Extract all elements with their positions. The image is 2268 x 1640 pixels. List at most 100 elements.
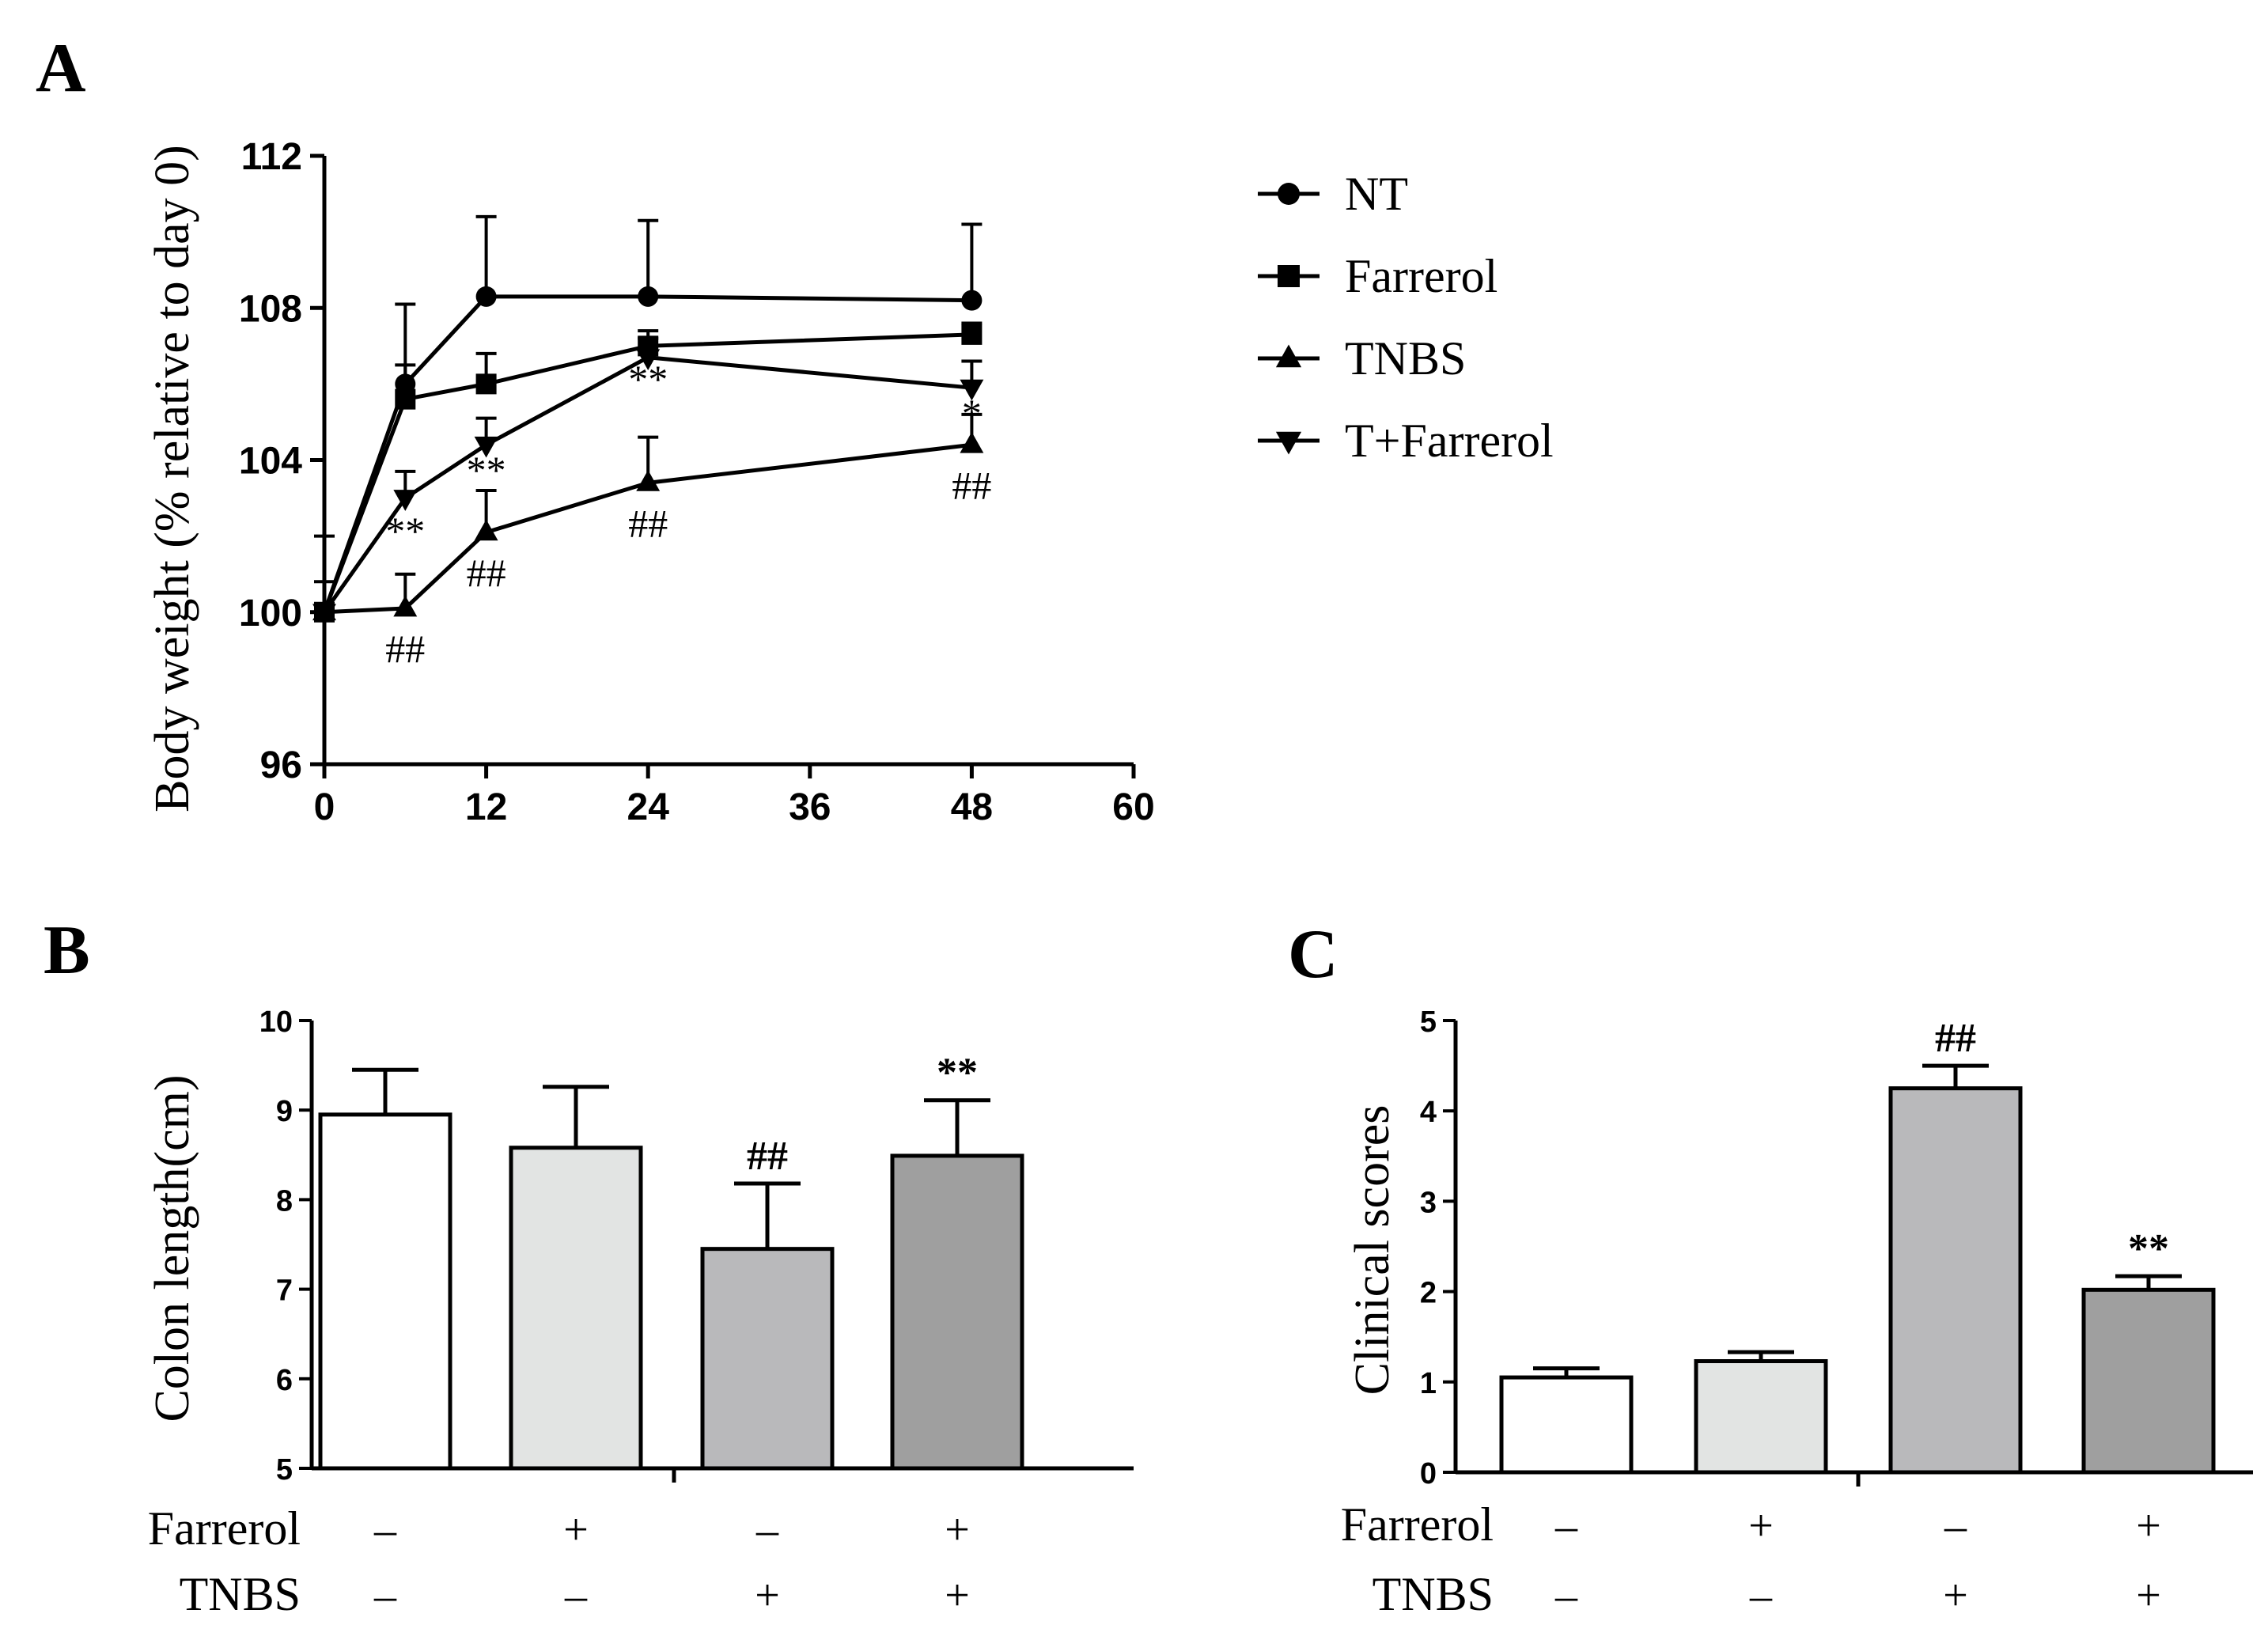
x-tick-label: 0 — [314, 786, 335, 828]
y-tick-label: 3 — [1420, 1186, 1437, 1219]
panel-a-annotations: *******######## — [385, 357, 991, 671]
significance-mark: ## — [385, 627, 425, 671]
panel-c-bars: ## ** — [1499, 1016, 2216, 1475]
bar-group — [1694, 1350, 1828, 1475]
x-tick-label: 12 — [465, 786, 507, 828]
data-point-marker — [961, 290, 983, 311]
significance-mark: ## — [628, 501, 668, 545]
x-tick-label: 24 — [627, 786, 670, 828]
condition-sign: + — [945, 1571, 970, 1620]
panel-a: A Body weight (% relative to day 0) 96 10… — [36, 30, 1554, 828]
data-point-marker — [474, 436, 498, 458]
panel-b-y-axis-label: Colon length(cm) — [146, 1074, 199, 1422]
significance-mark: ## — [747, 1134, 788, 1179]
panel-c-condition-table: Farrerol – + – + TNBS – – + + — [1341, 1498, 2161, 1620]
legend-label: TNBS — [1345, 332, 1466, 384]
panel-b: B Colon length(cm) 5 6 7 8 9 10 ## ** Farrerol… — [44, 912, 1134, 1620]
panel-a-letter: A — [36, 30, 86, 107]
panel-b-bars: ## ** — [318, 1051, 1024, 1471]
bar — [318, 1112, 452, 1471]
bar — [2081, 1287, 2216, 1475]
data-point-marker — [475, 373, 497, 395]
panel-a-axes: 96 100 104 108 112 0 12 24 36 48 60 — [239, 136, 1155, 828]
condition-row-label: TNBS — [180, 1568, 301, 1620]
bar — [1499, 1375, 1634, 1475]
y-tick-label: 112 — [241, 136, 302, 178]
data-point-marker — [961, 324, 983, 345]
data-point-marker — [638, 286, 659, 307]
x-tick-label: 60 — [1112, 786, 1154, 828]
x-tick-label: 36 — [789, 786, 831, 828]
legend-label: Farrerol — [1345, 250, 1497, 302]
y-tick-label: 9 — [276, 1095, 293, 1128]
condition-sign: + — [563, 1506, 589, 1555]
condition-sign: + — [2136, 1502, 2161, 1551]
panel-c-letter: C — [1288, 916, 1338, 993]
condition-row-label: Farrerol — [148, 1502, 301, 1555]
data-point-marker — [395, 388, 416, 410]
data-point-marker — [474, 519, 498, 541]
condition-sign: – — [564, 1571, 588, 1620]
bar — [509, 1146, 643, 1471]
condition-sign: + — [1748, 1502, 1774, 1551]
y-tick-label: 4 — [1420, 1096, 1437, 1129]
condition-row-label: Farrerol — [1341, 1498, 1494, 1551]
bar-group: ** — [890, 1051, 1024, 1471]
condition-sign: + — [1943, 1571, 1968, 1620]
data-point-marker — [636, 470, 661, 491]
condition-sign: – — [755, 1506, 779, 1555]
data-point-marker — [960, 432, 984, 453]
y-tick-label: 2 — [1420, 1277, 1437, 1310]
y-tick-label: 1 — [1420, 1367, 1437, 1400]
condition-sign: – — [373, 1571, 397, 1620]
bar-group — [1499, 1366, 1634, 1475]
panel-c-y-axis-label: Clinical scores — [1346, 1105, 1399, 1396]
legend-item: NT — [1258, 168, 1408, 220]
y-tick-label: 5 — [276, 1453, 293, 1487]
y-tick-label: 96 — [260, 744, 302, 786]
legend-marker — [1278, 265, 1300, 287]
significance-mark: ## — [952, 463, 991, 507]
panel-b-condition-table: Farrerol – + – + TNBS – – + + — [148, 1502, 970, 1620]
series-tnbs — [312, 412, 984, 621]
legend-marker — [1275, 431, 1302, 455]
panel-a-legend: NT Farrerol TNBS T+Farrerol — [1258, 168, 1554, 467]
condition-sign: – — [373, 1506, 397, 1555]
condition-row-label: TNBS — [1373, 1568, 1494, 1620]
data-point-marker — [475, 286, 497, 307]
significance-mark: ** — [628, 357, 668, 401]
y-tick-label: 7 — [276, 1275, 293, 1308]
panel-a-y-axis-label: Body weight (% relative to day 0) — [146, 145, 199, 812]
data-point-marker — [312, 604, 336, 625]
legend-item: T+Farrerol — [1258, 415, 1554, 467]
significance-mark: * — [962, 391, 982, 435]
condition-sign: – — [1554, 1502, 1578, 1551]
series-nt — [314, 214, 983, 623]
bar — [890, 1153, 1024, 1471]
condition-sign: + — [755, 1571, 780, 1620]
series-t-farrerol — [312, 336, 984, 625]
data-point-marker — [960, 379, 984, 401]
panel-a-series — [312, 214, 984, 625]
significance-mark: ** — [937, 1051, 978, 1096]
data-point-marker — [393, 595, 418, 617]
y-tick-label: 0 — [1420, 1457, 1437, 1490]
significance-mark: ## — [467, 551, 506, 595]
y-tick-label: 100 — [239, 593, 302, 634]
legend-marker — [1278, 183, 1300, 205]
legend-item: Farrerol — [1258, 250, 1497, 302]
legend-item: TNBS — [1258, 332, 1466, 384]
bar-group: ## — [700, 1134, 835, 1471]
significance-mark: ** — [2128, 1226, 2169, 1271]
y-tick-label: 104 — [239, 441, 302, 483]
significance-mark: ** — [385, 509, 425, 553]
panel-b-letter: B — [44, 912, 90, 989]
bar-group — [509, 1085, 643, 1471]
condition-sign: + — [2136, 1571, 2161, 1620]
legend-label: T+Farrerol — [1345, 415, 1554, 467]
condition-sign: – — [1944, 1502, 1967, 1551]
x-tick-label: 48 — [951, 786, 993, 828]
y-tick-label: 5 — [1420, 1006, 1437, 1039]
data-point-marker — [636, 349, 661, 370]
